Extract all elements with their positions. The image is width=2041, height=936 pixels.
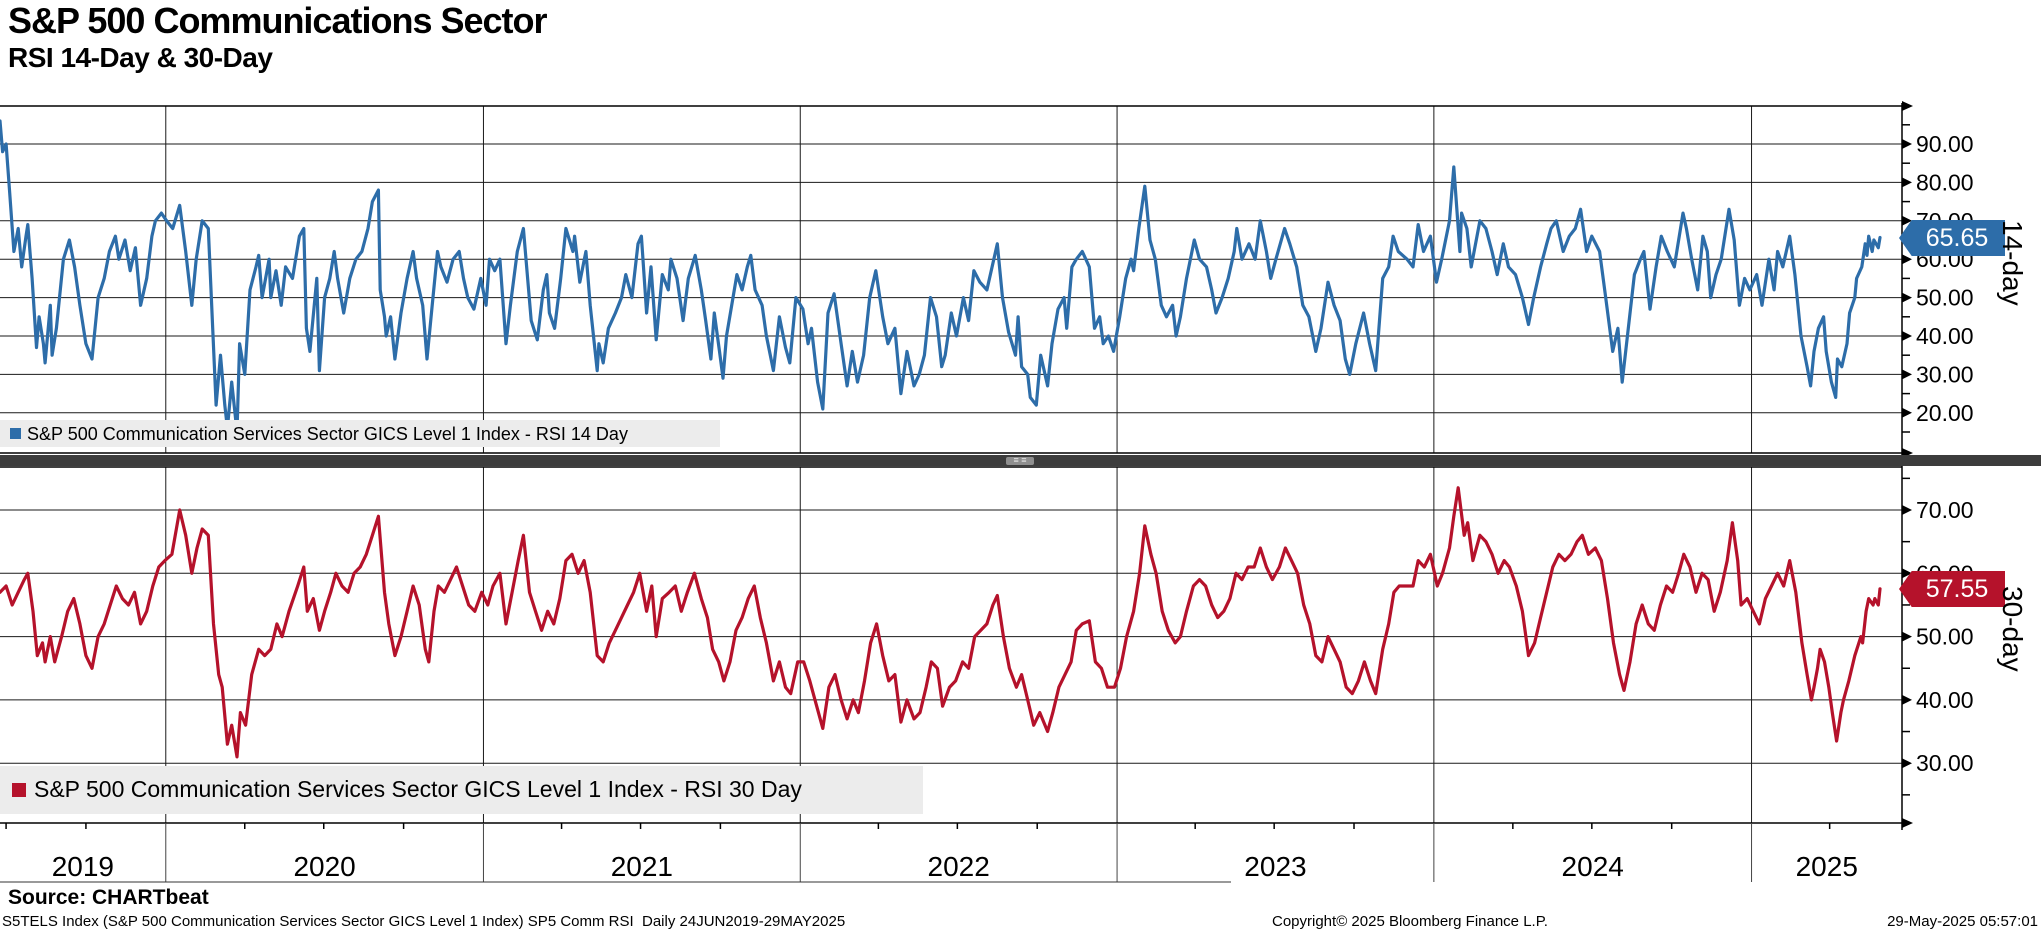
tick-arrow-icon (1902, 254, 1912, 265)
year-label-2019: 2019 (51, 851, 115, 882)
y-tick-label: 70.00 (1916, 497, 1974, 523)
tick-arrow-icon (1902, 215, 1912, 226)
y-tick-label: 40.00 (1916, 323, 1974, 349)
page-title: S&P 500 Communications Sector (8, 0, 548, 41)
footer-copyright: Copyright© 2025 Bloomberg Finance L.P. (1272, 913, 1548, 930)
panel-divider-handle-icon[interactable]: ≡ ≡ (1006, 457, 1034, 465)
axis-arrow-icon (1902, 818, 1913, 828)
rsi30-legend-label: S&P 500 Communication Services Sector GI… (34, 776, 802, 802)
tick-arrow-icon (1902, 331, 1912, 341)
year-label-2024: 2024 (1561, 851, 1624, 882)
rsi30-series-line (0, 486, 1882, 759)
year-label-2021: 2021 (610, 851, 673, 882)
year-label-2022: 2022 (927, 851, 990, 882)
rsi14-series-line (0, 119, 1882, 434)
axis-arrow-icon (1902, 101, 1913, 111)
tick-arrow-icon (1902, 369, 1912, 380)
legend-rsi14[interactable]: S&P 500 Communication Services Sector GI… (0, 420, 720, 447)
rsi30-legend-marker-icon (12, 783, 26, 797)
footer-source: Source: CHARTbeat (8, 886, 209, 909)
footer-description: S5TELS Index (S&P 500 Communication Serv… (2, 913, 846, 930)
rsi14-axis-title: 14-day (1997, 220, 2028, 306)
rsi30-last-value-tag: 57.55 (1899, 571, 2005, 607)
tick-arrow-icon (1902, 758, 1912, 769)
y-tick-label: 50.00 (1916, 624, 1974, 650)
y-tick-label: 80.00 (1916, 169, 1974, 195)
tick-arrow-icon (1902, 292, 1912, 303)
year-label-2020: 2020 (293, 851, 356, 882)
tick-arrow-icon (1902, 505, 1912, 515)
y-tick-label: 50.00 (1916, 285, 1974, 311)
rsi14-legend-marker-icon (10, 428, 21, 439)
y-tick-label: 30.00 (1916, 361, 1974, 387)
y-tick-label: 40.00 (1916, 687, 1974, 713)
tick-arrow-icon (1902, 568, 1912, 579)
legend-rsi30[interactable]: S&P 500 Communication Services Sector GI… (0, 766, 923, 814)
tick-arrow-icon (1902, 694, 1912, 705)
tick-arrow-icon (1902, 177, 1912, 188)
y-tick-label: 90.00 (1916, 131, 1974, 157)
tick-arrow-icon (1902, 631, 1912, 642)
rsi30-axis-title: 30-day (1997, 586, 2028, 672)
page-subtitle: RSI 14-Day & 30-Day (8, 42, 273, 73)
year-label-2025: 2025 (1795, 851, 1858, 882)
tick-arrow-icon (1902, 407, 1912, 418)
year-label-2023: 2023 (1244, 851, 1307, 882)
footer-timestamp: 29-May-2025 05:57:01 (1887, 913, 2038, 930)
y-tick-label: 30.00 (1916, 750, 1974, 776)
y-tick-label: 20.00 (1916, 400, 1974, 426)
rsi14-legend-label: S&P 500 Communication Services Sector GI… (27, 424, 628, 444)
rsi14-last-value-tag: 65.65 (1899, 220, 2005, 256)
tick-arrow-icon (1902, 139, 1912, 149)
